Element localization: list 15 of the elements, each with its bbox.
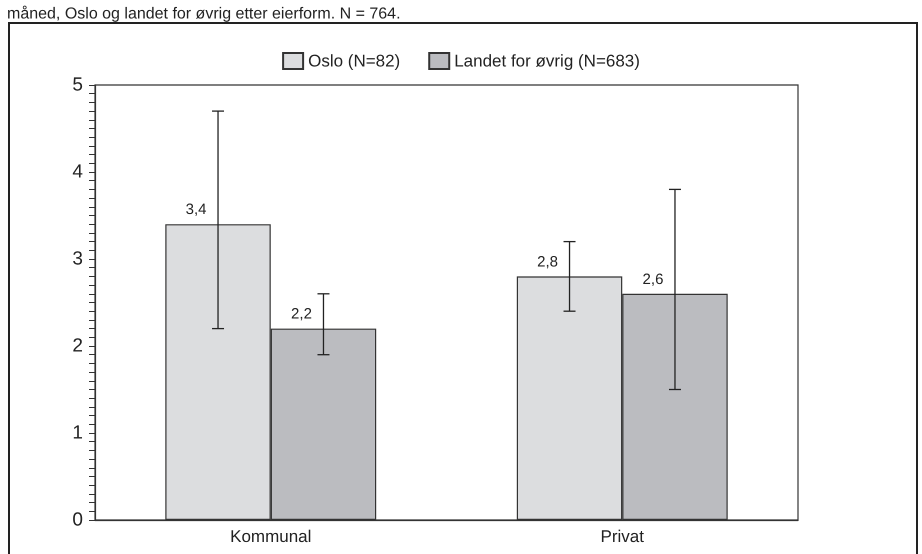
legend-label: Landet for øvrig (N=683) <box>454 52 640 70</box>
data-label: 2,2 <box>291 306 312 323</box>
x-tick-label: Privat <box>600 527 644 546</box>
y-tick-label: 2 <box>72 336 83 356</box>
y-tick-label: 0 <box>72 510 83 530</box>
y-tick-label: 4 <box>72 162 84 182</box>
data-label: 2,6 <box>642 270 664 288</box>
data-label: 2,8 <box>537 253 558 270</box>
y-tick-label: 1 <box>72 422 83 444</box>
legend-label: Oslo (N=82) <box>308 52 400 70</box>
data-label: 3,4 <box>186 201 206 218</box>
y-tick-label: 3 <box>72 248 83 270</box>
chart-title: måned, Oslo og landet for øvrig etter eierform. N = 764. <box>7 6 401 22</box>
y-tick-label: 5 <box>72 74 83 96</box>
x-tick-label: Kommunal <box>230 527 312 546</box>
